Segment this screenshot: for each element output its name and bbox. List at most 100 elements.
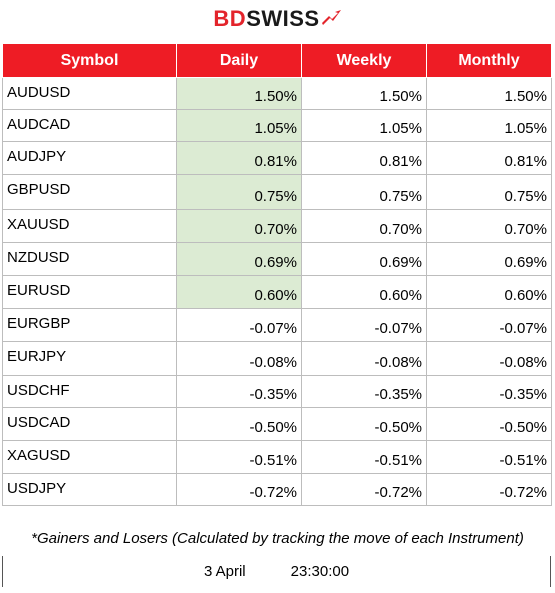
cell-weekly: -0.51% [301, 440, 427, 474]
cell-daily-value: 0.81% [254, 153, 297, 170]
cell-monthly-value: 0.69% [504, 254, 547, 271]
cell-weekly-value: 0.75% [379, 188, 422, 205]
cell-daily-value: -0.51% [249, 452, 297, 469]
cell-daily-value: -0.35% [249, 386, 297, 403]
cell-weekly-value: -0.72% [374, 484, 422, 501]
header-monthly: Monthly [426, 43, 552, 78]
cell-symbol-value: AUDJPY [7, 148, 67, 165]
cell-symbol: EURUSD [2, 275, 177, 309]
cell-symbol: XAUUSD [2, 209, 177, 243]
cell-weekly: -0.07% [301, 308, 427, 342]
cell-symbol-value: XAUUSD [7, 216, 70, 233]
cell-symbol-value: EURUSD [7, 282, 71, 299]
table-row: NZDUSD 0.69% 0.69% 0.69% [2, 242, 552, 276]
cell-daily-value: 1.50% [254, 88, 297, 105]
logo-swiss: SWISS [246, 6, 320, 31]
cell-monthly: -0.50% [426, 407, 552, 441]
cell-weekly-value: 0.69% [379, 254, 422, 271]
header-symbol: Symbol [2, 43, 177, 78]
cell-weekly-value: -0.50% [374, 419, 422, 436]
table-row: USDJPY -0.72% -0.72% -0.72% [2, 473, 552, 506]
cell-symbol: AUDUSD [2, 77, 177, 110]
cell-weekly-value: -0.51% [374, 452, 422, 469]
cell-weekly-value: 0.60% [379, 287, 422, 304]
cell-daily-value: 0.70% [254, 221, 297, 238]
cell-monthly: 1.05% [426, 109, 552, 142]
cell-daily-value: 0.75% [254, 188, 297, 205]
cell-symbol: GBPUSD [2, 174, 177, 210]
timestamp-bar: 3 April 23:30:00 [2, 556, 551, 587]
cell-symbol-value: AUDCAD [7, 116, 71, 133]
cell-symbol-value: EURGBP [7, 315, 71, 332]
cell-monthly-value: -0.07% [499, 320, 547, 337]
cell-monthly: 0.75% [426, 174, 552, 210]
cell-monthly-value: 0.70% [504, 221, 547, 238]
cell-monthly: -0.51% [426, 440, 552, 474]
cell-symbol-value: AUDUSD [7, 84, 71, 101]
cell-daily: 1.05% [176, 109, 302, 142]
cell-daily-value: -0.50% [249, 419, 297, 436]
cell-weekly: 1.05% [301, 109, 427, 142]
cell-daily-value: 0.69% [254, 254, 297, 271]
cell-monthly: -0.72% [426, 473, 552, 506]
cell-monthly: 1.50% [426, 77, 552, 110]
table-row: AUDJPY 0.81% 0.81% 0.81% [2, 141, 552, 175]
header-weekly: Weekly [301, 43, 427, 78]
cell-weekly-value: 0.70% [379, 221, 422, 238]
cell-daily: -0.72% [176, 473, 302, 506]
cell-symbol-value: USDCHF [7, 382, 70, 399]
cell-weekly: -0.08% [301, 341, 427, 376]
cell-weekly: -0.72% [301, 473, 427, 506]
cell-monthly-value: -0.35% [499, 386, 547, 403]
cell-daily: -0.50% [176, 407, 302, 441]
swiss-arrow-icon [321, 8, 342, 31]
cell-weekly: -0.50% [301, 407, 427, 441]
cell-monthly: 0.81% [426, 141, 552, 175]
timestamp-time: 23:30:00 [290, 563, 350, 580]
cell-monthly: 0.60% [426, 275, 552, 309]
footnote: *Gainers and Losers (Calculated by track… [31, 530, 524, 547]
cell-weekly: 0.70% [301, 209, 427, 243]
logo-bd: BD [213, 6, 247, 31]
cell-symbol: XAGUSD [2, 440, 177, 474]
cell-symbol: USDCAD [2, 407, 177, 441]
cell-monthly-value: 1.05% [504, 120, 547, 137]
cell-weekly-value: 1.05% [379, 120, 422, 137]
cell-daily: -0.07% [176, 308, 302, 342]
cell-daily-value: -0.72% [249, 484, 297, 501]
cell-weekly-value: -0.08% [374, 354, 422, 371]
cell-daily-value: 0.60% [254, 287, 297, 304]
cell-monthly: -0.07% [426, 308, 552, 342]
cell-monthly: -0.08% [426, 341, 552, 376]
cell-daily: 0.69% [176, 242, 302, 276]
cell-weekly: 1.50% [301, 77, 427, 110]
cell-weekly: 0.60% [301, 275, 427, 309]
cell-weekly: 0.81% [301, 141, 427, 175]
cell-daily: 0.70% [176, 209, 302, 243]
table-row: EURGBP -0.07% -0.07% -0.07% [2, 308, 552, 342]
cell-weekly-value: -0.35% [374, 386, 422, 403]
table-row: XAUUSD 0.70% 0.70% 0.70% [2, 209, 552, 243]
cell-daily: 0.81% [176, 141, 302, 175]
logo-wordmark: BDSWISS [213, 6, 319, 32]
cell-daily: 1.50% [176, 77, 302, 110]
cell-daily-value: -0.07% [249, 320, 297, 337]
bdswiss-logo: BDSWISS [0, 4, 555, 34]
cell-symbol: USDJPY [2, 473, 177, 506]
timestamp-date: 3 April [203, 563, 246, 580]
cell-daily-value: 1.05% [254, 120, 297, 137]
table-header-row: Symbol Daily Weekly Monthly [2, 43, 552, 78]
cell-weekly: 0.75% [301, 174, 427, 210]
cell-monthly-value: 0.60% [504, 287, 547, 304]
cell-symbol: AUDJPY [2, 141, 177, 175]
table-row: AUDCAD 1.05% 1.05% 1.05% [2, 109, 552, 142]
cell-symbol-value: USDCAD [7, 414, 71, 431]
cell-weekly-value: -0.07% [374, 320, 422, 337]
cell-weekly-value: 0.81% [379, 153, 422, 170]
header-daily: Daily [176, 43, 302, 78]
cell-symbol: NZDUSD [2, 242, 177, 276]
cell-symbol-value: XAGUSD [7, 447, 71, 464]
cell-daily: -0.35% [176, 375, 302, 408]
cell-weekly: -0.35% [301, 375, 427, 408]
cell-daily-value: -0.08% [249, 354, 297, 371]
